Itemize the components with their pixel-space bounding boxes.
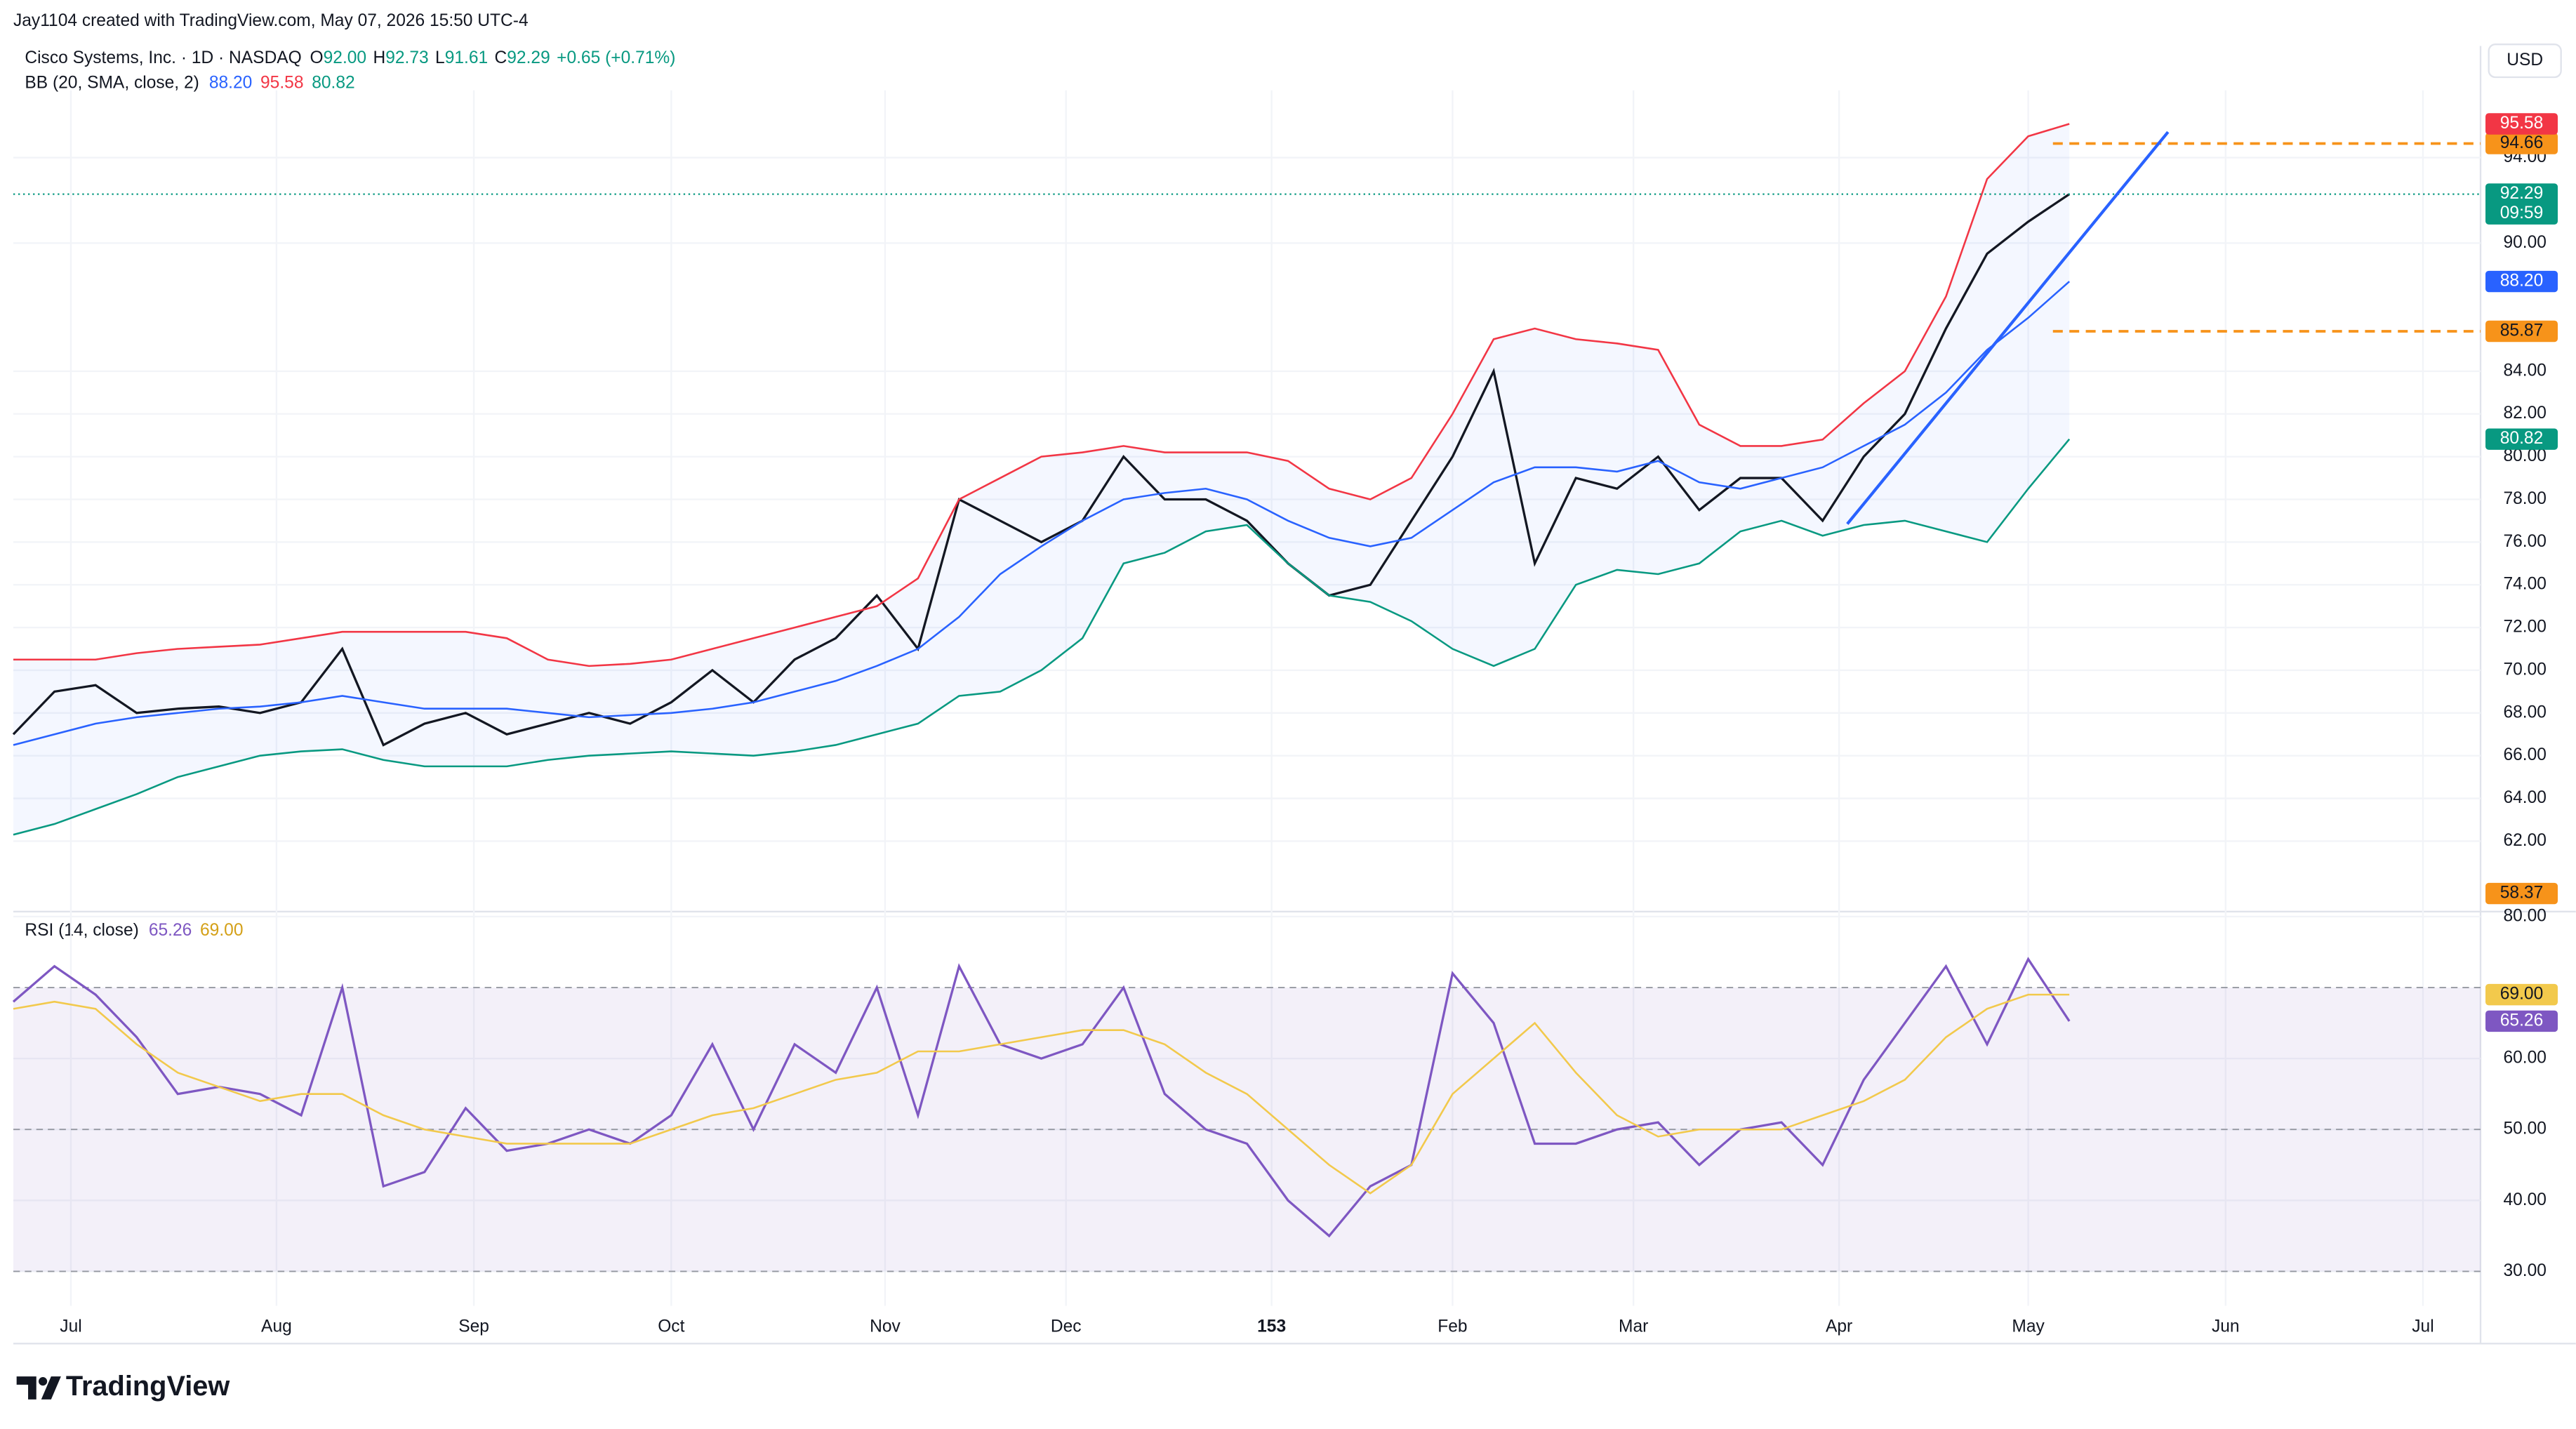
bb-band-fill xyxy=(13,124,2070,835)
ohlc-value: 92.00 xyxy=(324,49,366,68)
rsi-ma-badge xyxy=(2485,983,2558,1006)
rsi-badge xyxy=(2485,1010,2558,1032)
y-tick-label: 40.00 xyxy=(2503,1190,2546,1209)
rsi-ma-badge-label: 69.00 xyxy=(2500,985,2543,1004)
y-tick-label: 74.00 xyxy=(2503,575,2546,594)
price-legend: Cisco Systems, Inc. · 1D · NASDAQ O92.00 H… xyxy=(25,49,675,68)
y-tick-label: 62.00 xyxy=(2503,831,2546,850)
x-tick-label: Oct xyxy=(658,1317,684,1336)
currency[interactable]: USD xyxy=(2507,51,2543,69)
rsi-legend: RSI (14, close) 65.26 69.00 xyxy=(25,921,243,940)
price-badge xyxy=(2485,428,2558,450)
rsi-value: 69.00 xyxy=(200,921,243,940)
brand-icon xyxy=(16,1376,61,1400)
byline: Jay1104 created with TradingView.com, Ma… xyxy=(13,11,529,30)
y-tick-label: 90.00 xyxy=(2503,233,2546,252)
ohlc-key: C xyxy=(495,49,507,68)
countdown-label: 09:59 xyxy=(2500,204,2543,222)
level-badge-label: 85.87 xyxy=(2500,321,2543,340)
x-tick-label: 153 xyxy=(1257,1317,1286,1336)
y-tick-label: 30.00 xyxy=(2503,1261,2546,1280)
symbol-title: Cisco Systems, Inc. · 1D · NASDAQ xyxy=(25,49,301,68)
level-badge xyxy=(2485,133,2558,154)
y-tick-label: 50.00 xyxy=(2503,1119,2546,1138)
x-tick-label: Nov xyxy=(870,1317,901,1336)
series-line xyxy=(13,438,2071,836)
x-tick-label: Feb xyxy=(1438,1317,1467,1336)
trendline xyxy=(1846,131,2170,525)
ohlc-key: O xyxy=(310,49,324,68)
series-line xyxy=(13,123,2070,667)
x-tick-label: Mar xyxy=(1619,1317,1648,1336)
ohlc-value: 91.61 xyxy=(445,49,488,68)
brand-logo: TradingView xyxy=(16,1371,231,1402)
y-tick-label: 68.00 xyxy=(2503,703,2546,722)
price-badge-label: 95.58 xyxy=(2500,114,2543,133)
price-badge-label: 80.82 xyxy=(2500,429,2543,448)
x-tick-label: Jul xyxy=(2412,1317,2434,1336)
ohlc-key: H xyxy=(373,49,385,68)
series-line xyxy=(12,957,2071,1238)
x-tick-label: Apr xyxy=(1826,1317,1852,1336)
series-line xyxy=(13,993,2070,1195)
ohlc-value: 92.73 xyxy=(385,49,428,68)
price-badge-label: 88.20 xyxy=(2500,272,2543,291)
y-tick-label: 80.00 xyxy=(2503,906,2546,925)
brand-icon-dot xyxy=(39,1377,48,1386)
x-tick-label: Sep xyxy=(458,1317,489,1336)
level-badge xyxy=(2485,882,2558,905)
ohlc-key: L xyxy=(435,49,445,68)
change: +0.65 (+0.71%) xyxy=(557,49,675,68)
rsi-value: 65.26 xyxy=(149,921,192,940)
bb-value: 95.58 xyxy=(260,74,303,93)
series-line xyxy=(12,193,2071,747)
level-badge xyxy=(2485,320,2558,343)
y-tick-label: 64.00 xyxy=(2503,788,2546,807)
series-line xyxy=(13,281,2071,746)
last-price-label: 92.29 xyxy=(2500,184,2543,203)
last-price-badge xyxy=(2485,183,2558,225)
bb-title: BB (20, SMA, close, 2) xyxy=(25,74,199,93)
y-tick-label: 82.00 xyxy=(2503,404,2546,423)
y-tick-label: 84.00 xyxy=(2503,361,2546,380)
y-tick-label: 76.00 xyxy=(2503,532,2546,551)
price-badge xyxy=(2485,270,2558,293)
y-tick-label: 60.00 xyxy=(2503,1049,2546,1068)
level-badge-label: 58.37 xyxy=(2500,884,2543,903)
ohlc-value: 92.29 xyxy=(507,49,550,68)
currency-box[interactable] xyxy=(2488,44,2562,79)
y-tick-label: 72.00 xyxy=(2503,618,2546,637)
y-tick-label: 78.00 xyxy=(2503,489,2546,508)
x-tick-label: Aug xyxy=(261,1317,292,1336)
y-tick-label: 66.00 xyxy=(2503,745,2546,764)
rsi-badge-label: 65.26 xyxy=(2500,1011,2543,1030)
bb-legend: BB (20, SMA, close, 2) 88.20 95.58 80.82 xyxy=(25,74,354,93)
x-tick-label: May xyxy=(2012,1317,2045,1336)
rsi-title: RSI (14, close) xyxy=(25,921,138,940)
x-tick-label: Dec xyxy=(1051,1317,1082,1336)
bb-value: 88.20 xyxy=(209,74,252,93)
x-tick-label: Jul xyxy=(60,1317,81,1336)
brand: TradingView xyxy=(66,1371,231,1402)
level-badge-label: 94.66 xyxy=(2500,133,2543,152)
price-badge xyxy=(2485,113,2558,135)
y-tick-label: 70.00 xyxy=(2503,660,2546,679)
x-tick-label: Jun xyxy=(2212,1317,2240,1336)
bb-value: 80.82 xyxy=(312,74,354,93)
